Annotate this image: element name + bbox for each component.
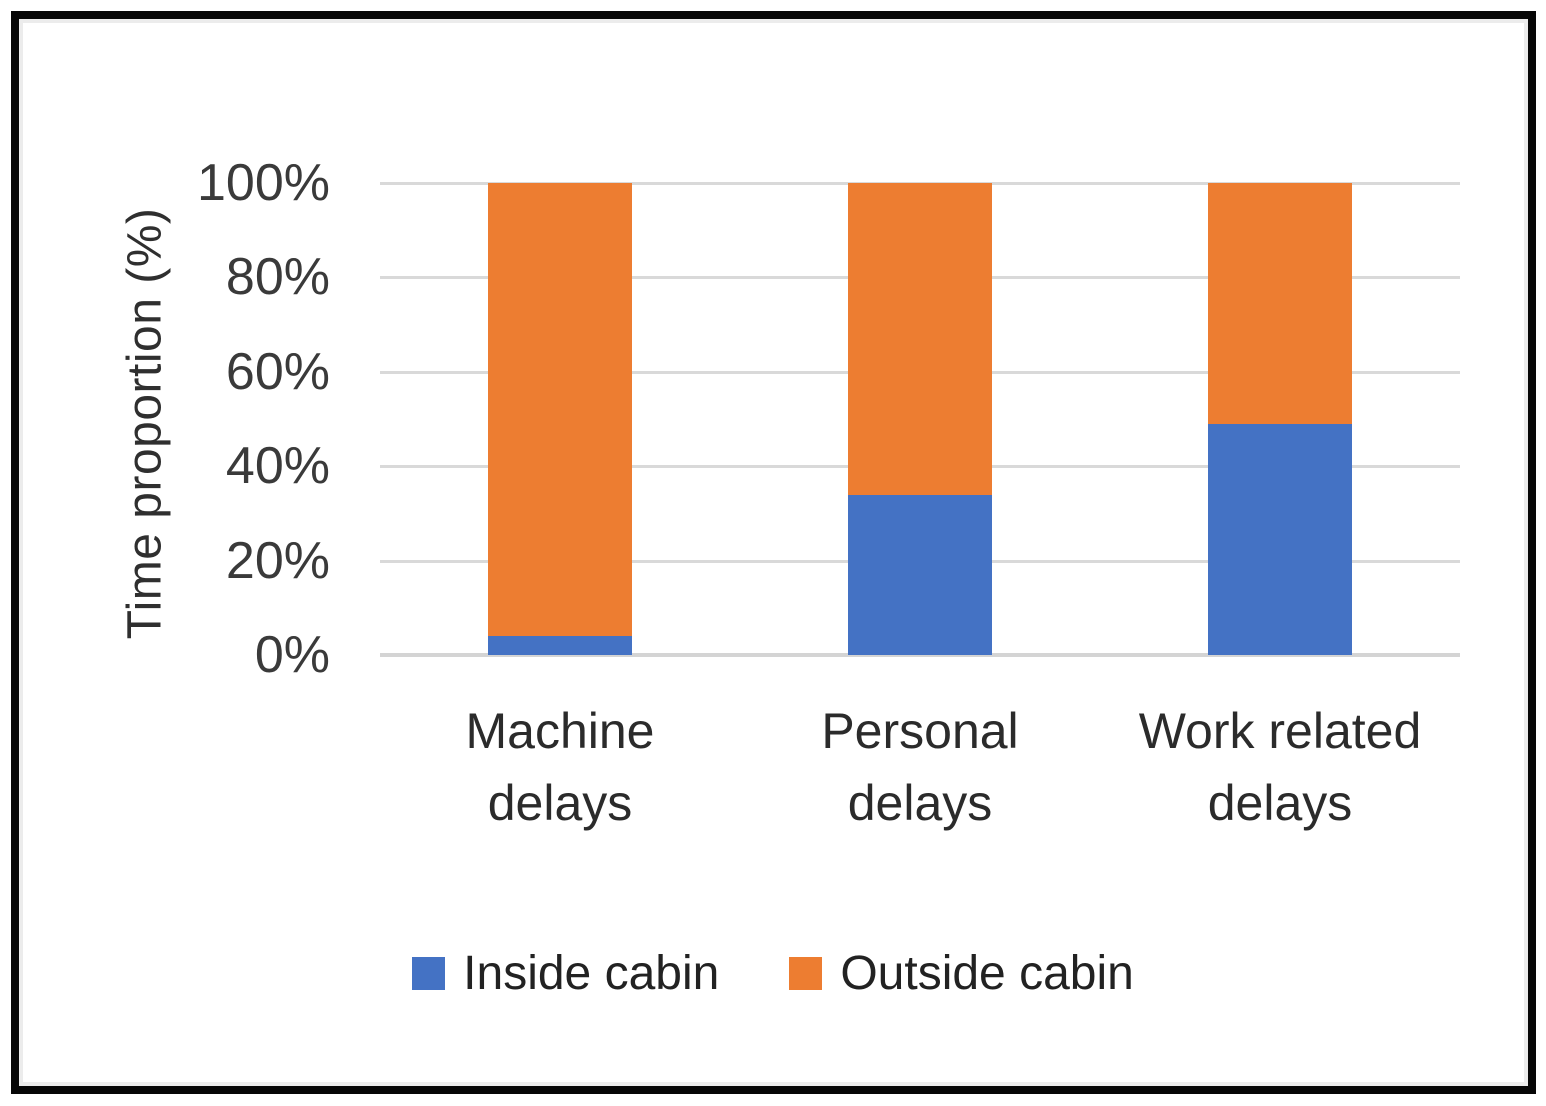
y-tick-label: 20%	[225, 531, 330, 590]
bar-segment-outside-cabin	[848, 183, 992, 495]
legend-label: Inside cabin	[463, 947, 720, 1000]
legend-swatch-icon	[789, 957, 823, 990]
bar-segment-outside-cabin	[487, 183, 632, 637]
legend-label: Outside cabin	[840, 947, 1134, 1000]
category-label: Personal delays	[821, 703, 1019, 831]
legend: Inside cabin Outside cabin	[0, 946, 1546, 1001]
legend-swatch-icon	[412, 957, 446, 990]
y-tick-label: 100%	[197, 154, 330, 212]
bar-segment-inside-cabin	[848, 494, 992, 655]
y-tick-label: 40%	[225, 437, 330, 496]
x-axis-line	[380, 653, 1460, 657]
bar-group	[1208, 183, 1352, 655]
bar-group	[487, 183, 632, 655]
y-tick-label: 80%	[225, 248, 330, 307]
legend-item-outside-cabin: Outside cabin	[789, 946, 1134, 1001]
category-label: Machine delays	[465, 703, 655, 831]
bar-segment-inside-cabin	[1208, 423, 1352, 655]
y-tick-label: 0%	[254, 626, 330, 684]
plot-area: 0% 20% 40% 60% 80% 100%	[197, 155, 1460, 683]
category-label: Work related delays	[1138, 703, 1422, 831]
y-tick-label: 60%	[225, 342, 330, 401]
bar-segment-outside-cabin	[1208, 183, 1352, 424]
bar-group	[848, 183, 992, 655]
legend-item-inside-cabin: Inside cabin	[412, 946, 719, 1001]
bar-segment-inside-cabin	[487, 636, 632, 655]
